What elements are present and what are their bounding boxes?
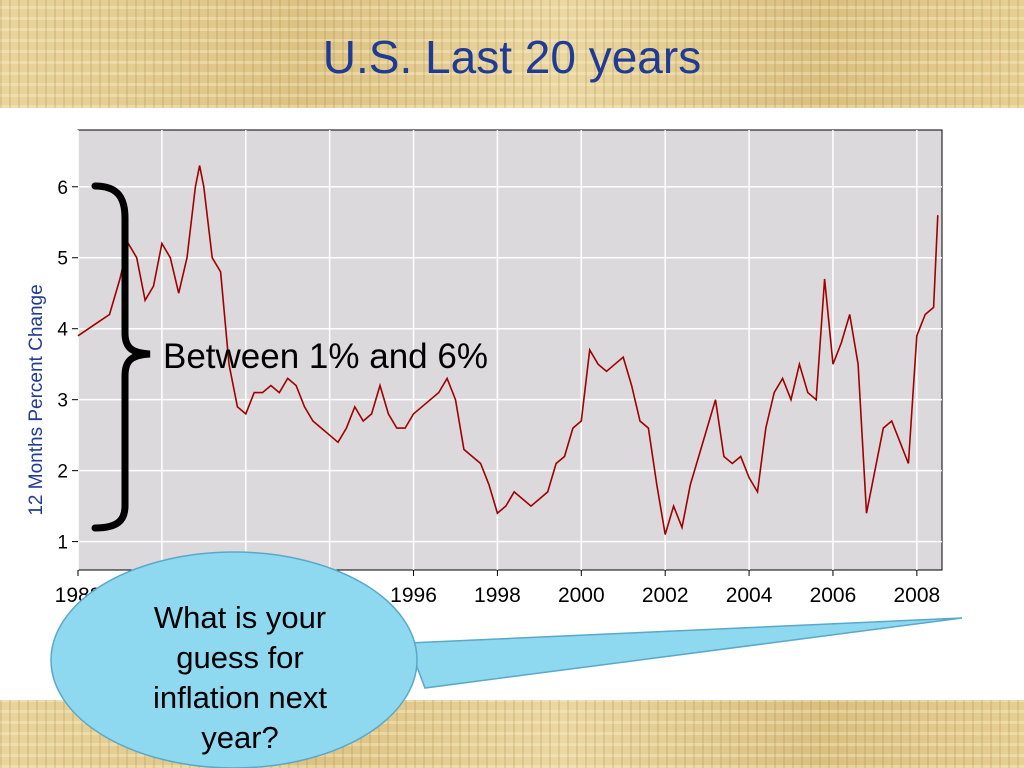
curly-brace-annotation [91, 182, 151, 532]
y-tick-label: 5 [57, 249, 68, 270]
bubble-question-text: What is your guess for inflation next ye… [152, 600, 328, 755]
y-axis-ticks: 1 2 3 4 5 6 [57, 178, 78, 554]
y-tick-label: 1 [57, 533, 68, 554]
brace-annotation-label: Between 1% and 6% [163, 337, 488, 376]
x-tick-label: 2006 [810, 584, 857, 607]
inflation-line-series [77, 165, 939, 535]
x-tick-label: 2000 [558, 584, 605, 607]
y-axis-label: 12 Months Percent Change [26, 284, 47, 515]
plot-area [77, 129, 943, 571]
y-tick-label: 2 [57, 462, 68, 483]
y-tick-label: 3 [57, 391, 68, 412]
slide-title: U.S. Last 20 years [322, 31, 702, 83]
x-tick-label: 1996 [390, 584, 437, 607]
x-tick-label: 2002 [642, 584, 689, 607]
y-tick-label: 4 [57, 320, 68, 341]
x-tick-label: 2004 [726, 584, 773, 607]
grid-lines [77, 130, 942, 570]
decorative-header-band [0, 0, 1024, 108]
y-tick-label: 6 [57, 178, 68, 199]
x-tick-label: 1998 [474, 584, 521, 607]
speech-bubble [50, 551, 963, 768]
x-tick-label: 2008 [893, 584, 940, 607]
